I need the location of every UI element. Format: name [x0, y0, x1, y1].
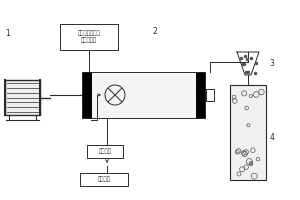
- Text: 镍盐、钴盐、锰
盐混合溶液: 镍盐、钴盐、锰 盐混合溶液: [78, 31, 100, 43]
- Text: 搅拌溶液: 搅拌溶液: [98, 149, 112, 154]
- Text: 硫酸溶液: 硫酸溶液: [98, 177, 110, 182]
- Text: 2: 2: [153, 27, 158, 36]
- Bar: [82, 72, 91, 118]
- Bar: [91, 72, 196, 118]
- Bar: [87, 145, 123, 158]
- Text: 4: 4: [270, 134, 274, 142]
- Text: 1: 1: [6, 28, 10, 38]
- Bar: [230, 85, 266, 180]
- Bar: [206, 89, 214, 101]
- Bar: [196, 72, 205, 118]
- Text: 3: 3: [270, 58, 274, 68]
- Bar: [80, 173, 128, 186]
- Bar: [60, 24, 118, 50]
- Bar: [5, 80, 40, 115]
